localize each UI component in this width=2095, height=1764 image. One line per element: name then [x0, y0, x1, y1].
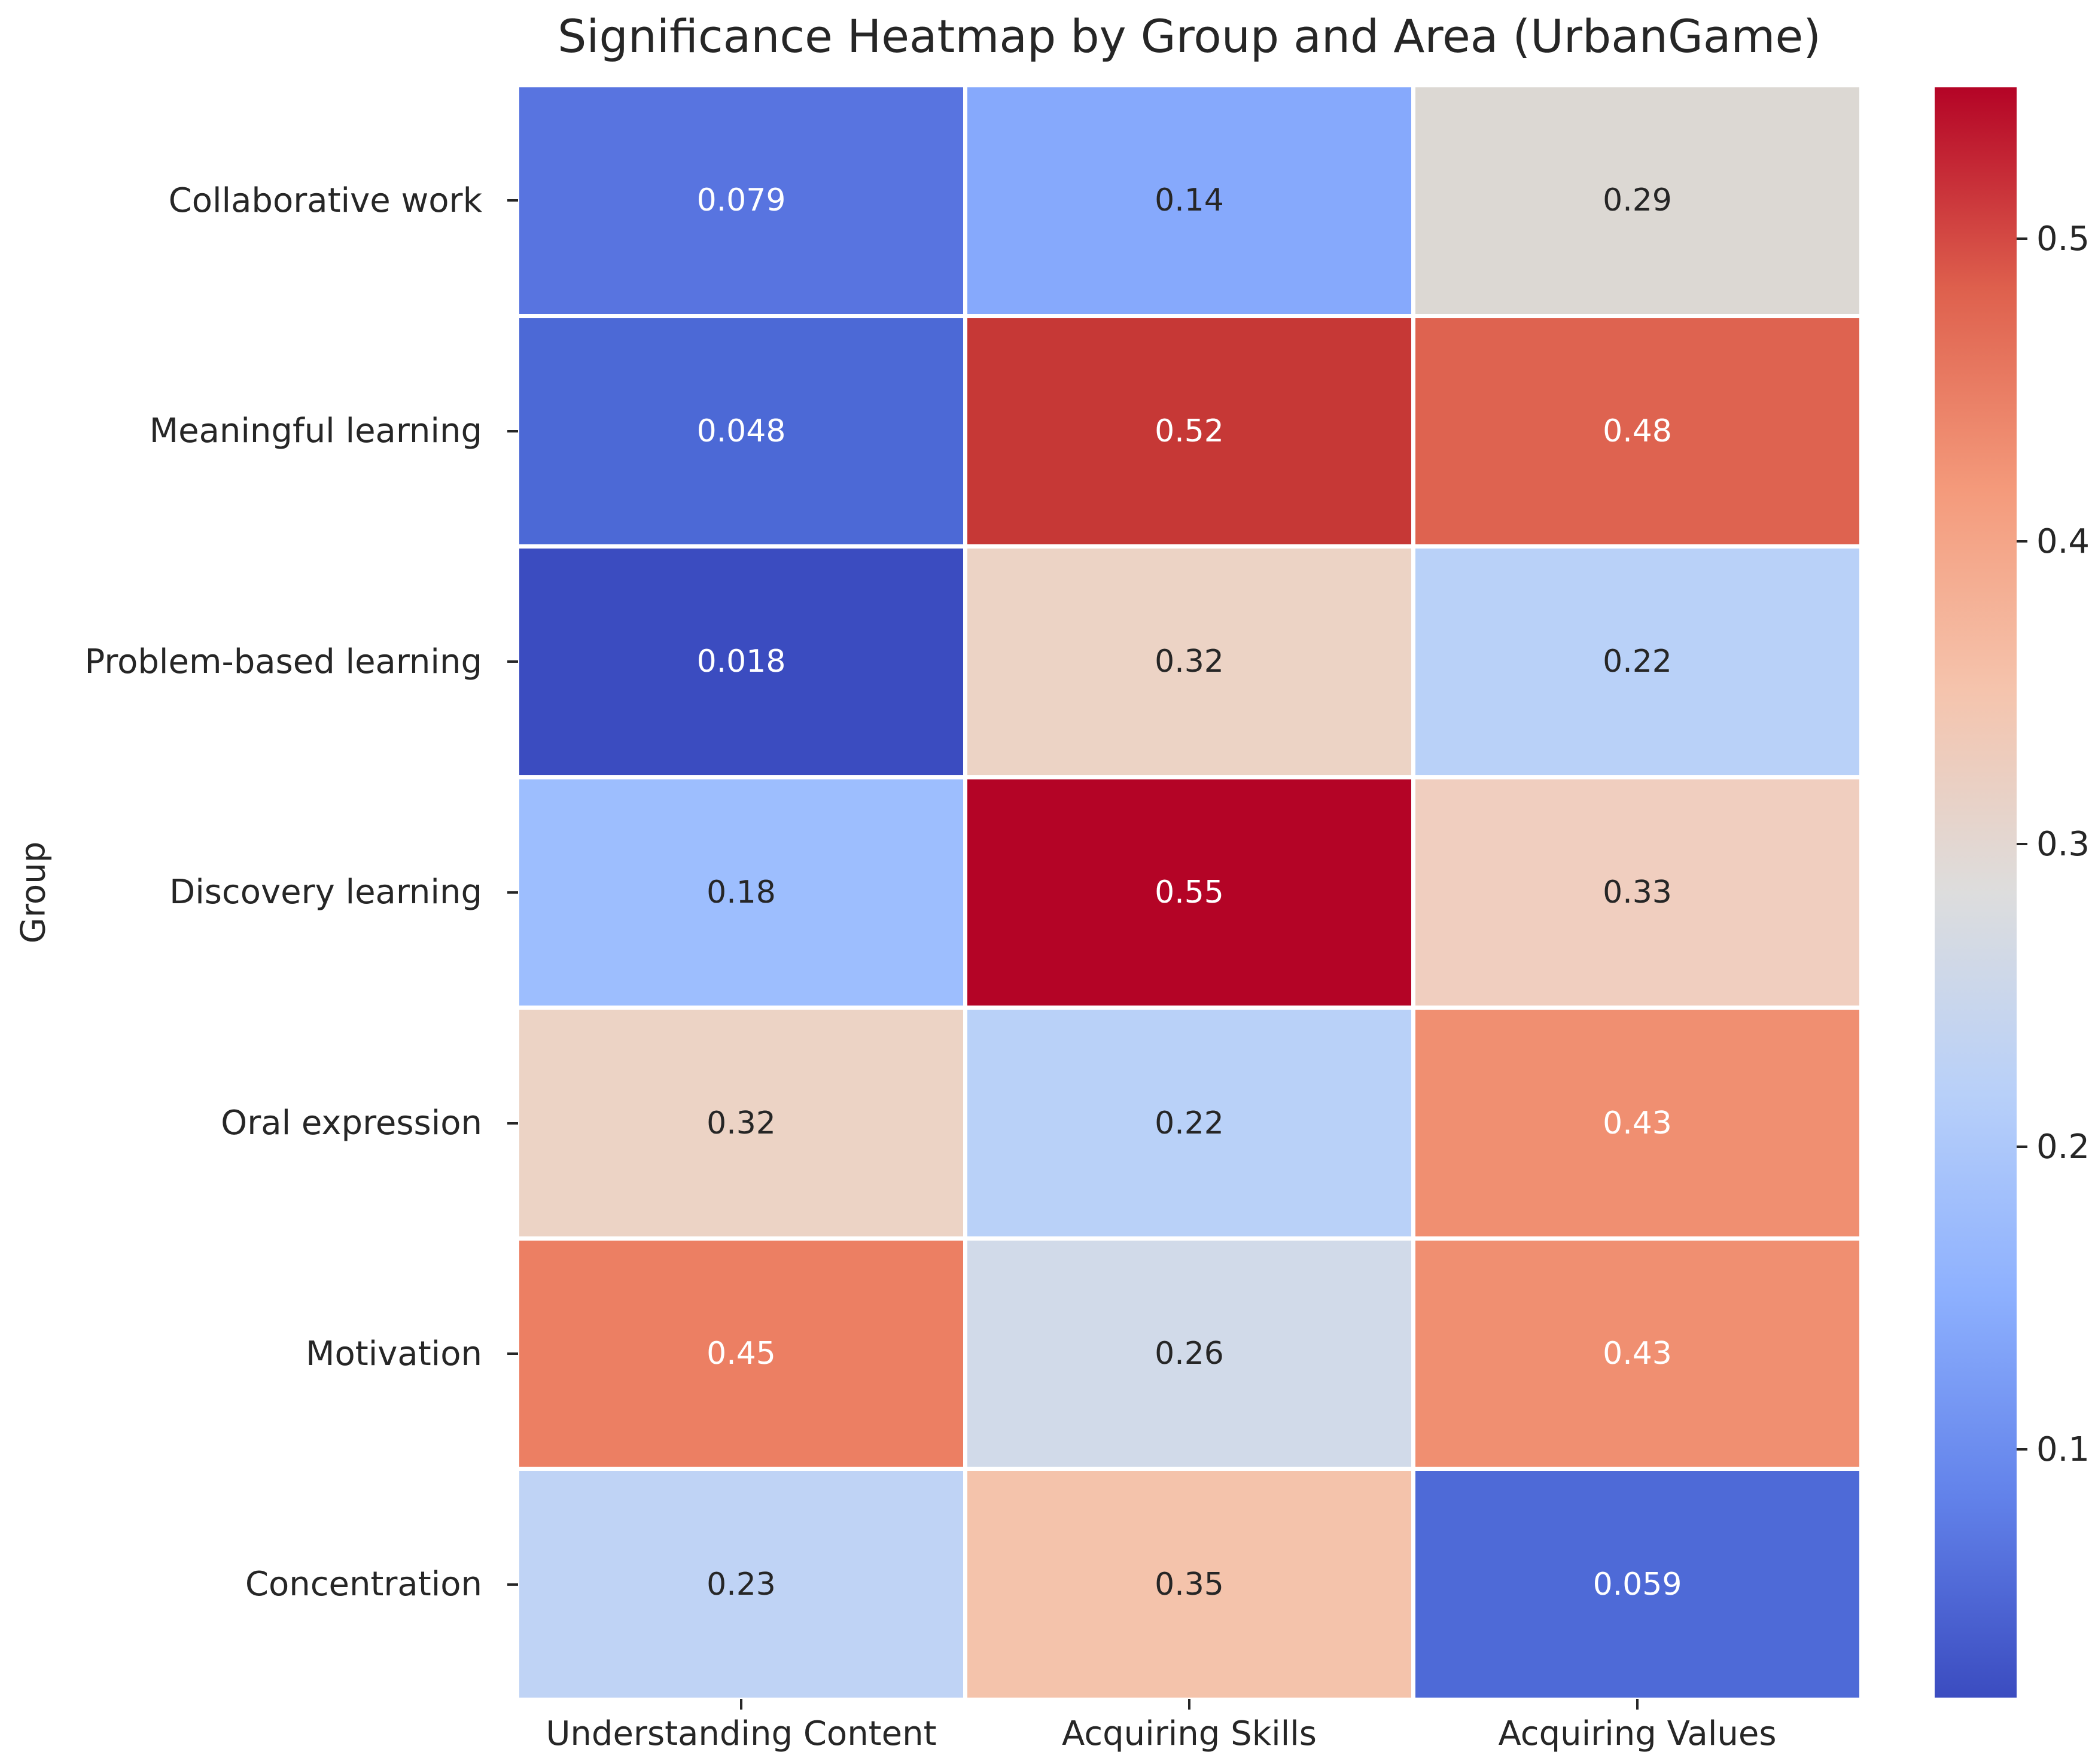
colorbar-tick-label: 0.2 — [2036, 1127, 2090, 1166]
y-tick-mark — [507, 1583, 518, 1586]
heatmap-cell: 0.33 — [1415, 779, 1859, 1006]
y-tick-label: Discovery learning — [169, 873, 482, 912]
cell-value: 0.55 — [1155, 874, 1224, 910]
heatmap-cell: 0.18 — [519, 779, 963, 1006]
chart-title: Significance Heatmap by Group and Area (… — [558, 10, 1821, 63]
cell-value: 0.32 — [1155, 644, 1224, 680]
heatmap-cell: 0.45 — [519, 1240, 963, 1467]
heatmap-cell: 0.048 — [519, 318, 963, 545]
heatmap-cell: 0.018 — [519, 549, 963, 775]
heatmap-grid: 0.079 0.14 0.29 0.048 0.52 0.48 0.018 0.32 0.22 0… — [519, 87, 1859, 1698]
colorbar-tick-label: 0.1 — [2036, 1430, 2090, 1469]
cell-value: 0.52 — [1155, 413, 1224, 449]
heatmap-cell: 0.079 — [519, 87, 963, 314]
y-tick-label: Motivation — [306, 1334, 482, 1373]
x-tick-label: Acquiring Skills — [1062, 1714, 1317, 1753]
cell-value: 0.059 — [1592, 1566, 1682, 1602]
cell-value: 0.18 — [707, 874, 776, 910]
heatmap-cell: 0.52 — [967, 318, 1411, 545]
cell-value: 0.018 — [696, 644, 786, 680]
cell-value: 0.33 — [1603, 874, 1672, 910]
y-tick-label: Concentration — [245, 1565, 482, 1604]
cell-value: 0.43 — [1603, 1105, 1672, 1141]
cell-value: 0.22 — [1155, 1105, 1224, 1141]
colorbar-tick-label: 0.5 — [2036, 219, 2090, 258]
cell-value: 0.43 — [1603, 1336, 1672, 1372]
x-tick-mark — [740, 1699, 742, 1710]
x-tick-mark — [1636, 1699, 1639, 1710]
cell-value: 0.048 — [696, 413, 786, 449]
y-tick-mark — [507, 429, 518, 432]
cell-value: 0.45 — [707, 1336, 776, 1372]
y-tick-mark — [507, 1352, 518, 1355]
cell-value: 0.23 — [707, 1566, 776, 1602]
y-tick-label: Oral expression — [221, 1104, 482, 1143]
colorbar-tick-mark — [2017, 843, 2027, 846]
heatmap-cell: 0.32 — [519, 1010, 963, 1236]
y-tick-mark — [507, 891, 518, 894]
x-tick-label: Understanding Content — [546, 1714, 937, 1753]
heatmap-cell: 0.23 — [519, 1471, 963, 1698]
colorbar-tick-label: 0.3 — [2036, 824, 2090, 864]
heatmap-cell: 0.43 — [1415, 1240, 1859, 1467]
cell-value: 0.48 — [1603, 413, 1672, 449]
colorbar-gradient — [1935, 87, 2017, 1698]
heatmap-cell: 0.55 — [967, 779, 1411, 1006]
heatmap-cell: 0.059 — [1415, 1471, 1859, 1698]
y-tick-mark — [507, 199, 518, 202]
heatmap-cell: 0.29 — [1415, 87, 1859, 314]
heatmap-cell: 0.14 — [967, 87, 1411, 314]
y-tick-label: Meaningful learning — [149, 412, 482, 451]
cell-value: 0.14 — [1155, 182, 1224, 219]
cell-value: 0.22 — [1603, 644, 1672, 680]
y-tick-mark — [507, 660, 518, 663]
colorbar-tick-mark — [2017, 1145, 2027, 1148]
heatmap-cell: 0.22 — [1415, 549, 1859, 775]
colorbar-tick-mark — [2017, 540, 2027, 543]
heatmap-cell: 0.43 — [1415, 1010, 1859, 1236]
heatmap-cell: 0.22 — [967, 1010, 1411, 1236]
cell-value: 0.26 — [1155, 1336, 1224, 1372]
y-tick-label: Problem-based learning — [84, 642, 482, 681]
cell-value: 0.32 — [707, 1105, 776, 1141]
colorbar-tick-mark — [2017, 237, 2027, 240]
x-tick-label: Acquiring Values — [1498, 1714, 1777, 1753]
y-tick-label: Collaborative work — [168, 181, 482, 220]
x-tick-mark — [1188, 1699, 1190, 1710]
cell-value: 0.35 — [1155, 1566, 1224, 1602]
heatmap-cell: 0.48 — [1415, 318, 1859, 545]
heatmap-cell: 0.26 — [967, 1240, 1411, 1467]
heatmap-cell: 0.32 — [967, 549, 1411, 775]
cell-value: 0.29 — [1603, 182, 1672, 219]
colorbar-tick-mark — [2017, 1448, 2027, 1451]
cell-value: 0.079 — [696, 182, 786, 219]
heatmap-cell: 0.35 — [967, 1471, 1411, 1698]
y-tick-mark — [507, 1122, 518, 1125]
colorbar-tick-label: 0.4 — [2036, 522, 2090, 561]
